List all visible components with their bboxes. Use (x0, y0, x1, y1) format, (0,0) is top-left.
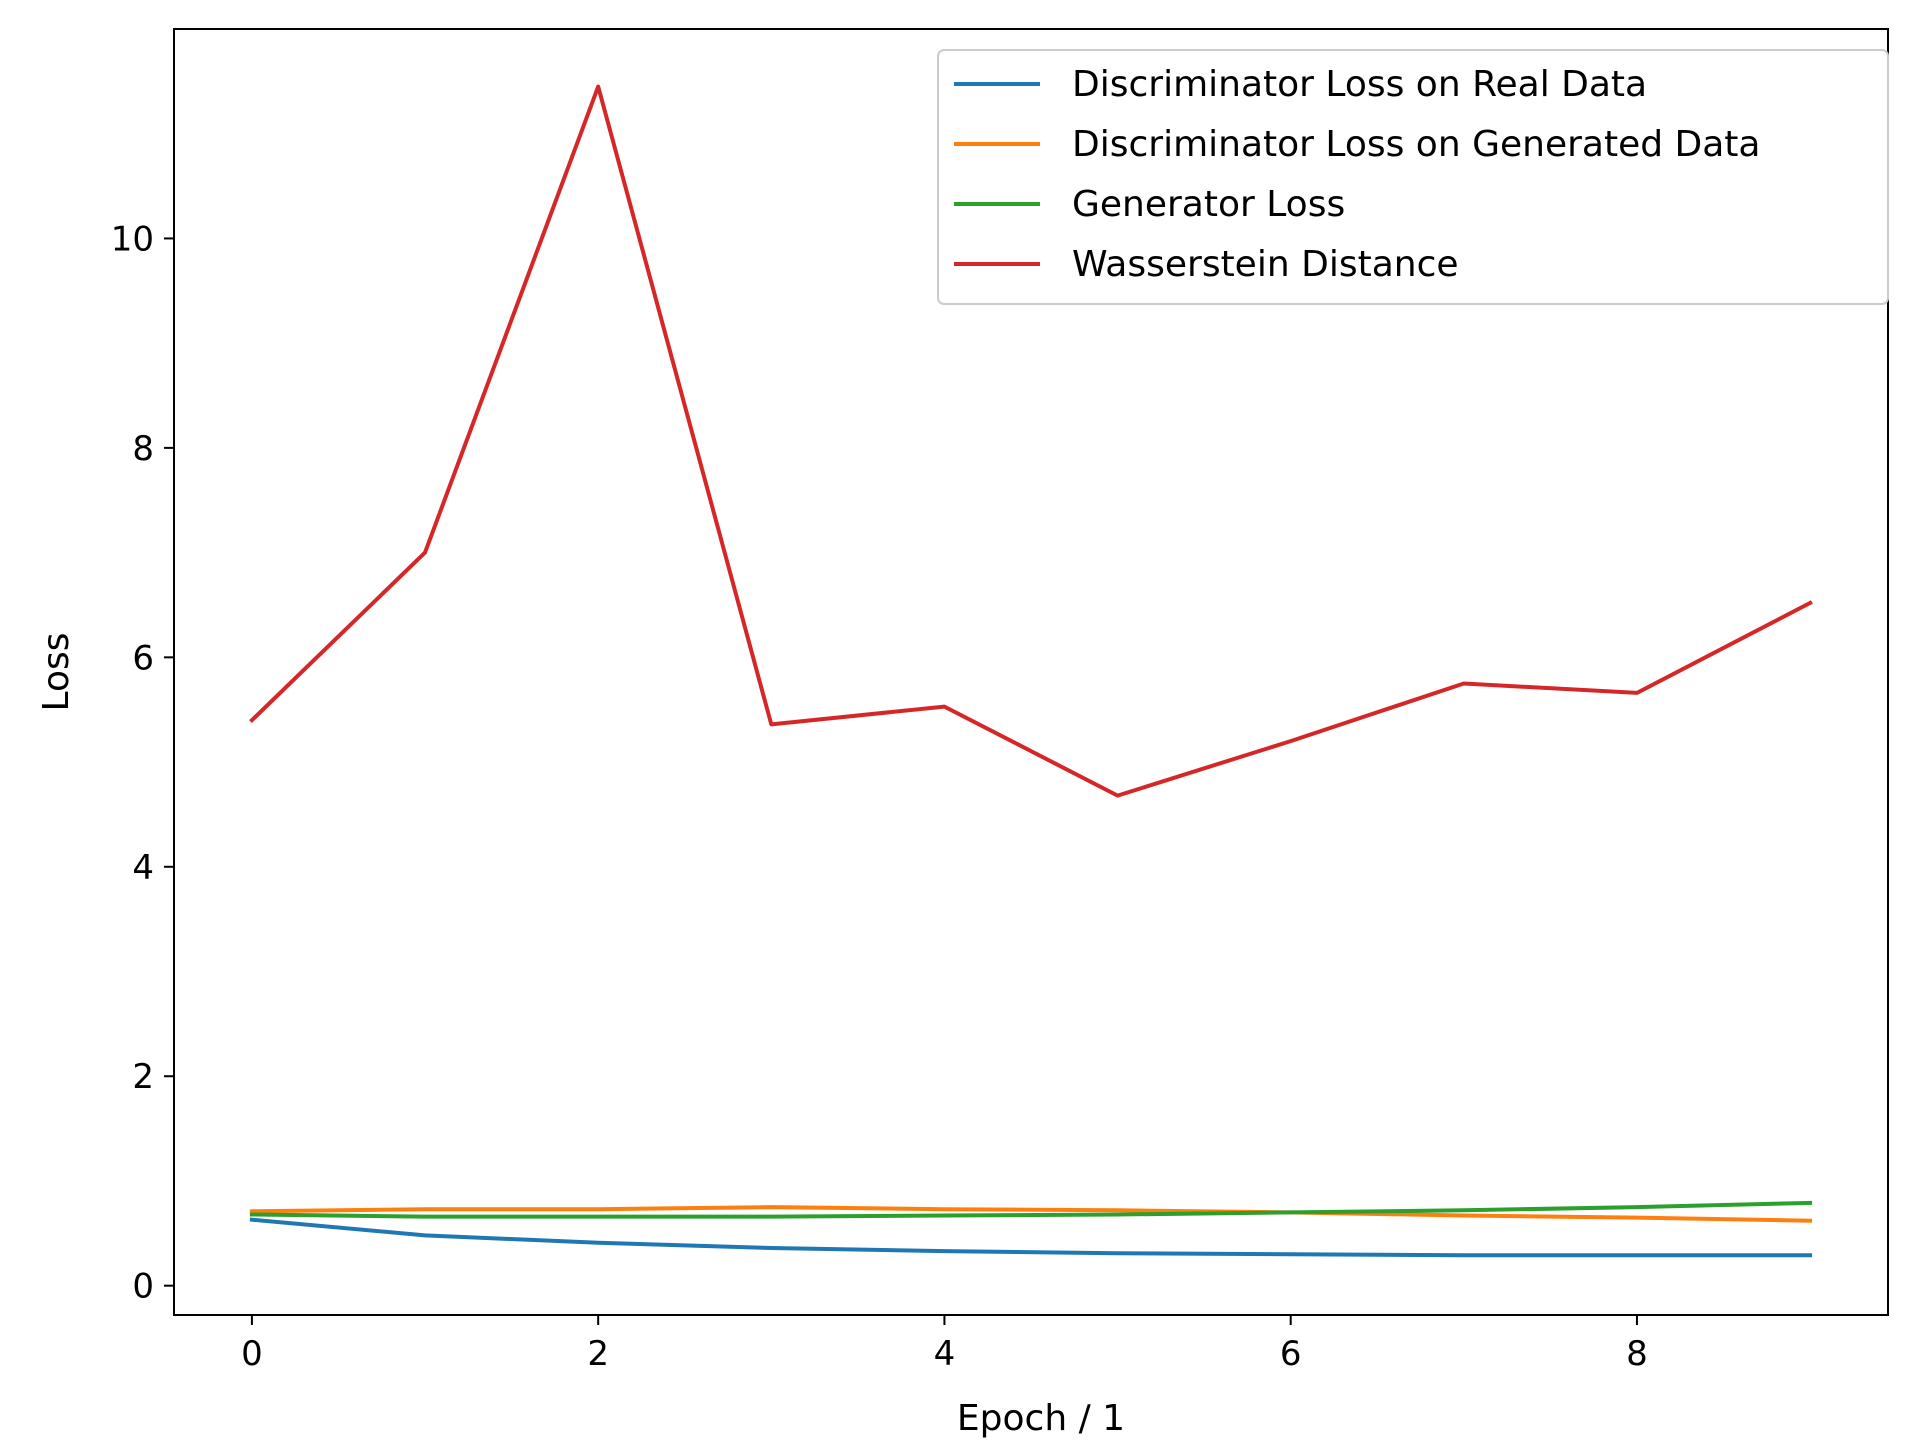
legend-label-1: Discriminator Loss on Generated Data (1072, 124, 1760, 165)
legend-box (937, 49, 1889, 305)
y-tick-label: 8 (132, 429, 154, 469)
x-tick-label: 2 (587, 1334, 609, 1374)
y-axis-ticks: 0 2 4 6 8 10 (111, 219, 174, 1307)
x-tick-label: 0 (241, 1334, 263, 1374)
legend: Discriminator Loss on Real Data Discrimin… (937, 49, 1889, 305)
series-line-3 (249, 84, 1813, 798)
x-tick-label: 4 (934, 1334, 956, 1374)
x-tick-label: 6 (1280, 1334, 1302, 1374)
y-tick-label: 2 (132, 1057, 154, 1097)
plot-area-frame (173, 28, 1889, 1316)
series-line-0 (249, 1217, 1813, 1258)
series-line-1 (249, 1205, 1813, 1223)
y-tick-label: 6 (132, 638, 154, 678)
y-axis-label: Loss (36, 633, 77, 712)
legend-label-0: Discriminator Loss on Real Data (1072, 64, 1647, 105)
x-axis-ticks: 0 2 4 6 8 (241, 1315, 1648, 1374)
legend-label-3: Wasserstein Distance (1072, 244, 1459, 285)
series-layer (249, 84, 1813, 1258)
x-axis-label: Epoch / 1 (957, 1398, 1125, 1439)
y-tick-label: 0 (132, 1267, 154, 1307)
legend-label-2: Generator Loss (1072, 184, 1345, 225)
x-tick-label: 8 (1626, 1334, 1648, 1374)
series-line-2 (249, 1200, 1813, 1219)
y-tick-label: 4 (132, 848, 154, 888)
y-tick-label: 10 (111, 219, 154, 259)
